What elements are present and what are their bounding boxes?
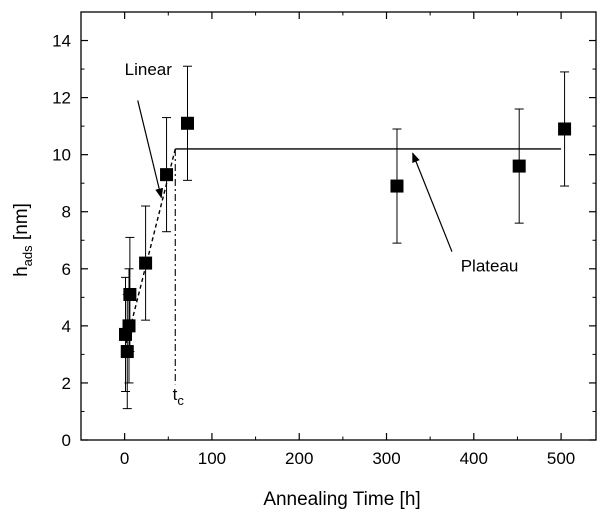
y-axis-title-suffix: [nm]	[11, 203, 32, 245]
x-tick-label: 0	[120, 449, 129, 468]
x-tick-label: 400	[460, 449, 488, 468]
y-tick-label: 6	[62, 260, 71, 279]
linear-arrow	[137, 100, 164, 199]
y-tick-label: 12	[52, 89, 71, 108]
data-point	[122, 319, 136, 333]
y-axis-title: hads [nm]	[11, 203, 35, 277]
data-point	[512, 159, 526, 173]
data-point	[123, 287, 137, 301]
data-point	[160, 168, 174, 182]
y-tick-label: 4	[62, 317, 71, 336]
tc-label: tc	[173, 385, 185, 408]
x-tick-label: 500	[547, 449, 575, 468]
data-point	[180, 116, 194, 130]
x-tick-label: 300	[372, 449, 400, 468]
y-tick-label: 2	[62, 374, 71, 393]
y-axis-title-sub: ads	[20, 245, 35, 266]
plateau-label: Plateau	[461, 257, 519, 276]
x-axis-title: Annealing Time [h]	[263, 489, 420, 510]
linear-fit-line	[125, 148, 176, 344]
data-point	[390, 179, 404, 193]
plot-frame	[80, 11, 597, 441]
data-point	[558, 122, 572, 136]
linear-label: Linear	[125, 60, 173, 79]
y-axis-title-main: h	[11, 266, 32, 277]
plateau-arrow	[412, 152, 453, 252]
data-point	[139, 256, 153, 270]
x-tick-label: 200	[285, 449, 313, 468]
y-tick-label: 14	[52, 32, 71, 51]
tc-label-sub: c	[177, 393, 184, 408]
tc-label-text: t	[173, 385, 178, 404]
x-tick-label: 100	[198, 449, 226, 468]
y-tick-label: 0	[62, 431, 71, 450]
plateau-label-text: Plateau	[461, 257, 519, 276]
linear-label-text: Linear	[125, 60, 173, 79]
y-tick-label: 10	[52, 146, 71, 165]
data-point	[120, 345, 134, 359]
y-tick-label: 8	[62, 203, 71, 222]
